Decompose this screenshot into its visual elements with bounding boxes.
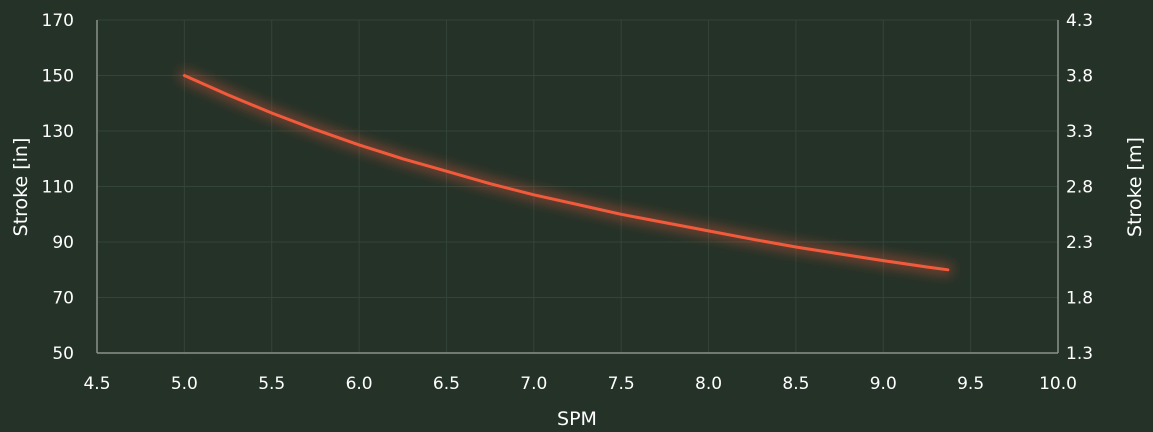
y2-axis-title: Stroke [m]: [1124, 137, 1146, 237]
x-tick-label: 10.0: [1039, 374, 1077, 394]
x-axis-title: SPM: [557, 408, 597, 430]
x-tick-label: 9.0: [870, 374, 897, 394]
x-tick-label: 6.0: [346, 374, 373, 394]
y-tick-label: 150: [42, 67, 74, 87]
series-line: [182, 74, 950, 272]
x-tick-label: 4.5: [83, 374, 110, 394]
x-tick-label: 6.5: [433, 374, 460, 394]
y-tick-label: 110: [42, 178, 74, 198]
y2-tick-label: 3.8: [1066, 67, 1093, 87]
y-axis-title: Stroke [in]: [10, 138, 32, 237]
y2-tick-label: 2.8: [1066, 178, 1093, 198]
x-tick-label: 5.5: [258, 374, 285, 394]
y2-tick-label: 1.8: [1066, 289, 1093, 309]
x-tick-label: 9.5: [957, 374, 984, 394]
y-tick-label: 50: [52, 344, 74, 364]
tick-labels: 4.5 5.0 5.5 6.0 6.5 7.0 7.5 8.0 8.5 9.0 9.5 10.0 50 7…: [42, 11, 1094, 394]
y-tick-label: 170: [42, 11, 74, 31]
y-tick-label: 90: [52, 233, 74, 253]
y-tick-label: 70: [52, 289, 74, 309]
y2-tick-label: 2.3: [1066, 233, 1093, 253]
x-tick-label: 8.5: [782, 374, 809, 394]
series-line-glow: [179, 70, 953, 275]
y2-tick-label: 3.3: [1066, 122, 1093, 142]
y2-tick-label: 1.3: [1066, 344, 1093, 364]
y-tick-label: 130: [42, 122, 74, 142]
x-tick-label: 5.0: [171, 374, 198, 394]
x-tick-label: 7.0: [520, 374, 547, 394]
x-tick-label: 8.0: [695, 374, 722, 394]
y2-tick-label: 4.3: [1066, 11, 1093, 31]
axes: [96, 20, 1059, 354]
x-tick-label: 7.5: [608, 374, 635, 394]
series-layer: [179, 70, 953, 275]
grid: [96, 19, 1059, 354]
